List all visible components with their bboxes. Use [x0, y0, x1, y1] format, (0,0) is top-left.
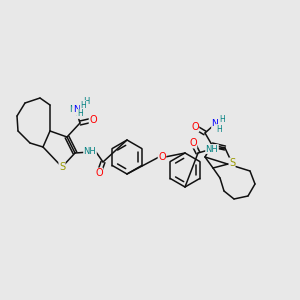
Text: O: O [95, 168, 103, 178]
Text: NH: NH [206, 145, 218, 154]
Text: H: H [219, 115, 225, 124]
Text: H: H [83, 98, 89, 106]
Text: NH: NH [70, 106, 83, 115]
Text: H: H [216, 124, 222, 134]
Text: S: S [59, 162, 65, 172]
Text: O: O [189, 138, 197, 148]
Text: H: H [80, 100, 86, 109]
Text: O: O [89, 115, 97, 125]
Text: O: O [158, 152, 166, 162]
Text: H: H [77, 110, 83, 118]
Text: S: S [229, 158, 235, 168]
Text: N: N [73, 106, 80, 115]
Text: NH: NH [84, 148, 96, 157]
Text: O: O [191, 122, 199, 132]
Text: N: N [212, 119, 218, 128]
